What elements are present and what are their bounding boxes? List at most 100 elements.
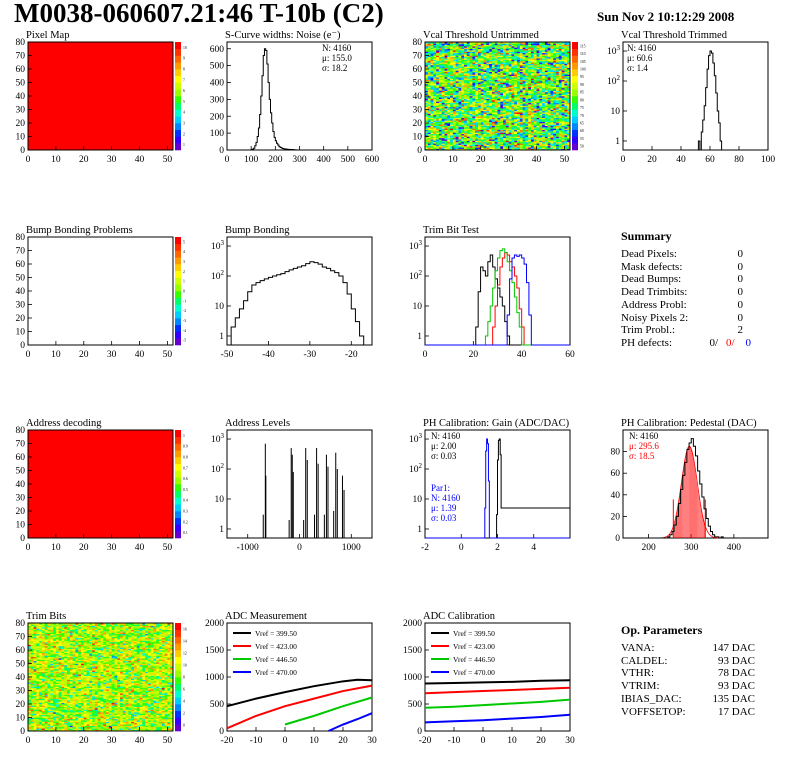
heatmap-cell — [497, 106, 501, 109]
heatmap-cell — [444, 70, 448, 72]
heatmap-cell — [486, 129, 490, 132]
heatmap-cell — [503, 56, 507, 59]
heatmap-cell — [475, 148, 479, 151]
heatmap-cell — [461, 124, 465, 126]
heatmap-cell — [427, 48, 431, 51]
heatmap-cell — [477, 63, 482, 66]
heatmap-cell — [436, 120, 440, 122]
heatmap-cell — [533, 62, 537, 64]
x-tick-label: 10 — [448, 155, 458, 165]
heatmap-cell — [528, 79, 532, 82]
heatmap-cell — [544, 144, 548, 147]
stats-text: μ: 2.00 — [431, 441, 457, 451]
heatmap-cell — [450, 55, 454, 58]
heatmap-cell — [525, 100, 529, 102]
heatmap-cell — [536, 147, 540, 149]
palette-tick-label: 0.1 — [183, 531, 188, 535]
heatmap-cell — [508, 125, 512, 128]
heatmap-cell — [505, 77, 509, 79]
heatmap-cell — [525, 59, 529, 62]
heatmap-cell — [438, 123, 443, 125]
heatmap-cell — [503, 43, 507, 45]
heatmap-cell — [547, 120, 551, 122]
heatmap-cell — [436, 113, 440, 116]
heatmap-cell — [550, 60, 554, 63]
heatmap-cell — [430, 105, 434, 108]
heatmap-cell — [544, 81, 548, 83]
heatmap-cell — [536, 108, 540, 110]
heatmap-cell — [461, 100, 465, 102]
heatmap-cell — [564, 87, 568, 90]
heatmap-cell — [475, 141, 479, 144]
heatmap-cell — [539, 90, 543, 93]
heatmap-cell — [477, 47, 482, 50]
heatmap-cell — [425, 127, 429, 129]
y-tick-label: 60 — [16, 260, 26, 270]
heatmap-cell — [558, 47, 562, 50]
heatmap-cell — [472, 85, 476, 87]
heatmap-cell — [469, 101, 473, 104]
heatmap-cell — [503, 94, 507, 97]
heatmap-cell — [464, 113, 468, 116]
heatmap-cell — [494, 58, 498, 60]
heatmap-cell — [447, 109, 451, 112]
heatmap-cell — [438, 100, 443, 102]
heatmap-cell — [486, 54, 490, 56]
heatmap-cell — [503, 42, 507, 44]
heatmap-cell — [480, 137, 484, 140]
heatmap-cell — [536, 116, 540, 118]
heatmap-cell — [505, 114, 509, 117]
heatmap-cell — [561, 50, 565, 52]
heatmap-cell — [494, 78, 498, 81]
heatmap-cell — [517, 101, 521, 104]
x-tick-label: 20 — [79, 155, 89, 165]
heatmap-cell — [530, 137, 535, 140]
heatmap-cell — [550, 47, 554, 50]
heatmap-cell — [494, 86, 498, 89]
heatmap-cell — [508, 116, 512, 118]
heatmap-cell — [425, 106, 429, 109]
heatmap-cell — [433, 75, 437, 78]
heatmap-cell — [472, 143, 476, 145]
palette-cell — [175, 524, 181, 532]
heatmap-cell — [525, 102, 529, 105]
heatmap-cell — [550, 98, 554, 101]
heatmap-cell — [519, 43, 523, 45]
heatmap-cell — [517, 108, 521, 110]
heatmap-cell — [489, 59, 493, 62]
heatmap-cell — [530, 74, 535, 77]
heatmap-cell — [503, 81, 507, 83]
heatmap-cell — [458, 58, 462, 60]
heatmap-cell — [553, 127, 557, 129]
heatmap-cell — [558, 139, 562, 141]
palette-tick-label: 65 — [580, 122, 584, 126]
palette-cell — [175, 531, 181, 539]
heatmap-cell — [464, 47, 468, 50]
heatmap-cell — [430, 48, 434, 51]
heatmap-cell — [441, 109, 445, 112]
heatmap-cell — [483, 137, 487, 140]
heatmap-cell — [475, 67, 479, 70]
heatmap-cell — [497, 85, 501, 87]
heatmap-cell — [461, 63, 465, 66]
heatmap-cell — [508, 147, 512, 149]
heatmap-cell — [553, 135, 557, 137]
heatmap-cell — [436, 73, 440, 75]
heatmap-cell — [517, 139, 521, 141]
heatmap-cell — [514, 127, 518, 129]
heatmap-cell — [530, 54, 535, 56]
heatmap-cell — [536, 141, 540, 144]
heatmap-cell — [514, 70, 518, 72]
heatmap-cell — [483, 104, 487, 106]
heatmap-cell — [528, 87, 532, 90]
heatmap-cell — [500, 113, 504, 116]
heatmap-cell — [430, 86, 434, 89]
heatmap-cell — [536, 83, 540, 86]
heatmap-cell — [469, 110, 473, 113]
heatmap-cell — [455, 135, 459, 137]
heatmap-cell — [494, 69, 498, 71]
heatmap-cell — [553, 114, 557, 117]
heatmap-cell — [436, 60, 440, 63]
heatmap-cell — [444, 117, 448, 120]
heatmap-cell — [542, 94, 546, 97]
